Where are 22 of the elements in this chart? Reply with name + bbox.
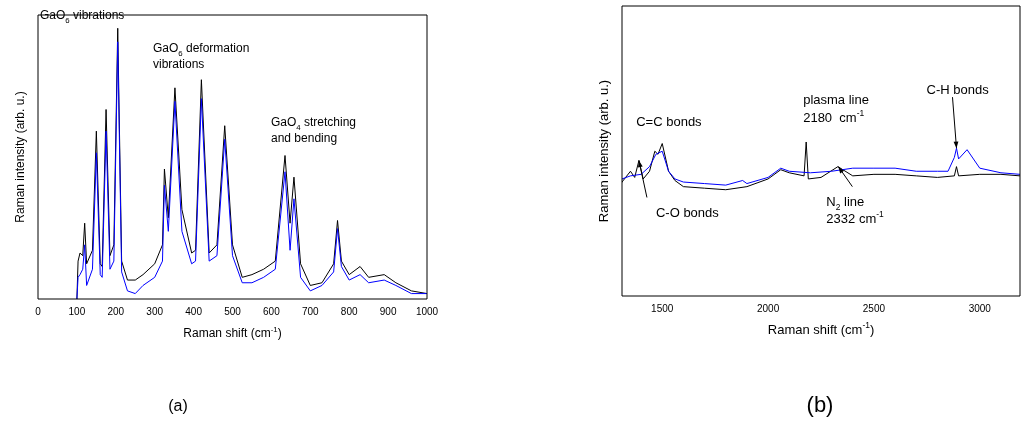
annotation: C-H bonds xyxy=(926,82,990,98)
text: (b) xyxy=(806,392,834,417)
text: (a) xyxy=(168,397,188,414)
x-tick-label: 1500 xyxy=(651,302,674,314)
x-tick-label: 2000 xyxy=(756,302,780,314)
x-tick-label: 300 xyxy=(146,305,164,317)
y-axis-title: Raman intensity (arb. u.) xyxy=(13,91,27,223)
x-tick-label: 900 xyxy=(379,305,397,317)
x-tick-label: 800 xyxy=(340,305,358,317)
annotation: C=C bonds xyxy=(636,113,703,129)
x-tick-label: 600 xyxy=(263,305,281,317)
annotation: C-O bonds xyxy=(655,205,720,221)
x-tick-label: 2500 xyxy=(862,302,886,314)
x-tick-label: 200 xyxy=(107,305,125,317)
y-axis-title: Raman intensity (arb. u.) xyxy=(596,79,611,223)
x-tick-label: 500 xyxy=(224,305,242,317)
x-tick-label: 0 xyxy=(35,305,42,317)
x-tick-label: 3000 xyxy=(968,302,992,314)
x-tick-label: 1000 xyxy=(415,305,439,317)
x-tick-label: 400 xyxy=(185,305,203,317)
x-tick-label: 700 xyxy=(301,305,320,317)
x-tick-label: 100 xyxy=(68,305,86,317)
